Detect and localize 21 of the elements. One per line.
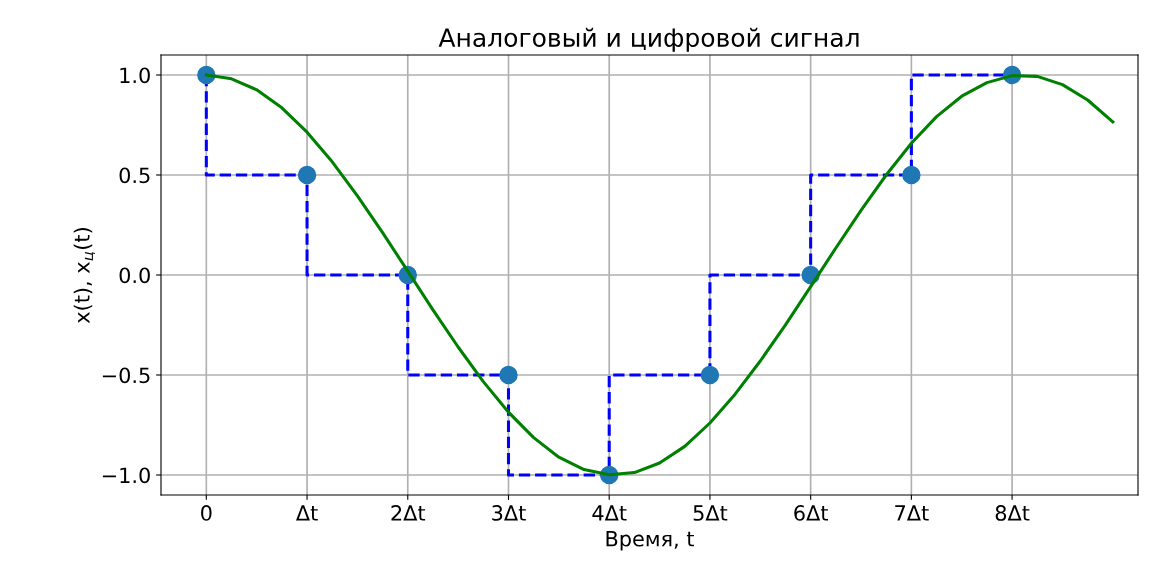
x-axis-title: Время, t <box>606 531 694 551</box>
x-tick-label: 8Δt <box>995 505 1030 521</box>
x-tick-label: 5Δt <box>693 505 728 521</box>
x-tick-label: 6Δt <box>794 505 828 521</box>
point <box>297 165 317 185</box>
point <box>902 165 921 185</box>
y-tick-label: 0.5 <box>119 167 150 184</box>
y-tick-label: 1.0 <box>120 67 150 84</box>
x-tick-label: 0 <box>201 505 212 521</box>
point <box>700 365 720 385</box>
y-tick-label: −1.0 <box>102 467 150 484</box>
x-tick-label: Δt <box>296 505 318 521</box>
x-tick-label: 4Δt <box>592 505 627 521</box>
point <box>499 365 518 385</box>
y-axis-title: x(t), x$_{ц}$(t) <box>73 228 95 324</box>
x-tick-label: 3Δt <box>492 505 526 521</box>
x-tick-label: 2Δt <box>391 505 426 521</box>
x-tick-label: 7Δt <box>895 505 929 521</box>
y-tick-label: −0.5 <box>102 367 150 384</box>
y-tick-label: 0.0 <box>119 267 150 284</box>
chart-title: Аналоговый и цифровой сигнал <box>438 27 859 52</box>
